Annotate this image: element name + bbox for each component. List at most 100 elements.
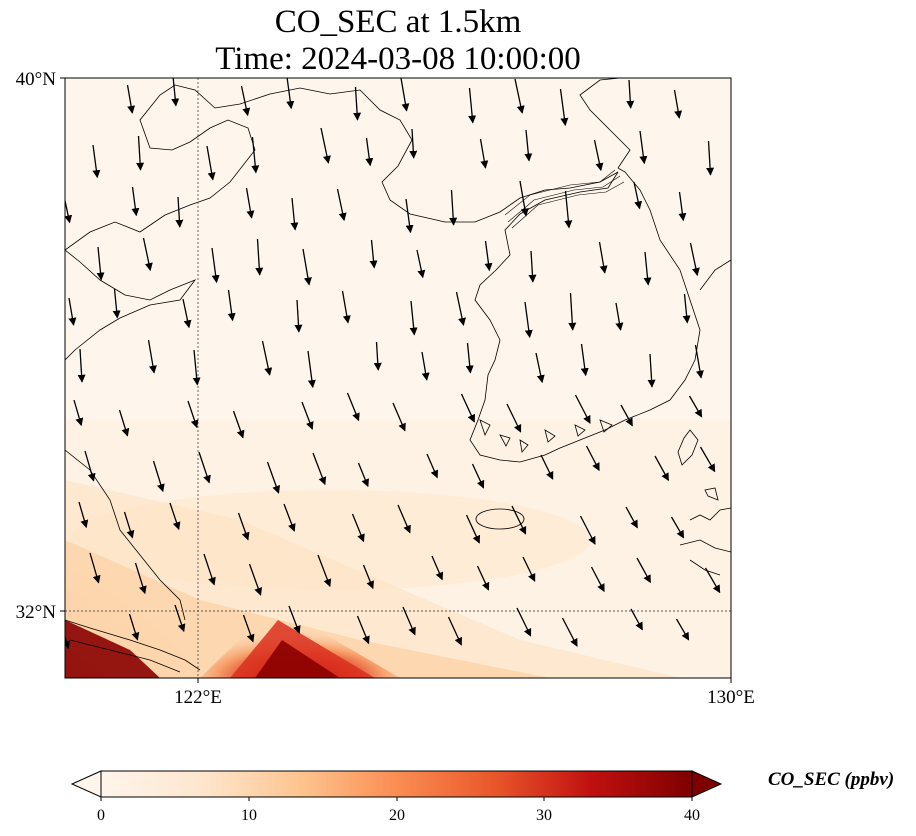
wind-arrow bbox=[283, 503, 296, 532]
wind-arrow bbox=[65, 197, 73, 224]
wind-arrow bbox=[356, 615, 370, 645]
wind-arrow bbox=[397, 504, 411, 534]
wind-arrow bbox=[535, 352, 545, 384]
wind-arrow bbox=[171, 78, 180, 107]
wind-arrow bbox=[123, 511, 135, 539]
wind-arrow bbox=[92, 144, 101, 179]
wind-arrow bbox=[506, 403, 522, 433]
wind-arrow bbox=[405, 198, 414, 234]
wind-arrow bbox=[266, 461, 280, 494]
wind-arrow bbox=[96, 246, 105, 281]
wind-arrow bbox=[484, 240, 493, 272]
wind-arrow bbox=[242, 614, 255, 643]
wind-arrow bbox=[528, 250, 537, 283]
colorbar-label: CO_SEC (ppbv) bbox=[768, 769, 895, 790]
colorbar-tick-0: 0 bbox=[97, 807, 105, 824]
wind-arrow bbox=[465, 514, 481, 544]
wind-arrow bbox=[402, 606, 416, 636]
wind-arrow bbox=[73, 399, 84, 427]
wind-arrow bbox=[580, 343, 589, 377]
wind-arrow bbox=[147, 339, 157, 374]
wind-vectors bbox=[59, 75, 721, 650]
wind-arrow bbox=[455, 291, 466, 326]
wind-arrow bbox=[409, 128, 418, 159]
wind-arrow bbox=[598, 241, 608, 274]
wind-arrow bbox=[574, 394, 591, 424]
wind-arrow bbox=[476, 565, 490, 591]
wind-arrow bbox=[346, 392, 360, 422]
colorbar-tick-20: 20 bbox=[389, 807, 405, 824]
map-title-line2: Time: 2024-03-08 10:00:00 bbox=[215, 41, 581, 77]
wind-arrow bbox=[112, 288, 121, 319]
wind-arrow bbox=[689, 242, 700, 277]
wind-arrow bbox=[670, 516, 685, 539]
lon-label-122: 122°E bbox=[174, 687, 222, 708]
wind-arrow bbox=[320, 127, 331, 164]
wind-arrow bbox=[248, 563, 262, 596]
wind-arrow bbox=[449, 189, 458, 226]
wind-arrow bbox=[590, 566, 605, 593]
wind-arrow bbox=[307, 350, 316, 389]
wind-arrow bbox=[694, 344, 704, 379]
wind-arrow bbox=[84, 450, 96, 482]
wind-arrow bbox=[511, 505, 527, 535]
wind-arrow bbox=[192, 349, 201, 386]
wind-arrow bbox=[625, 506, 638, 529]
wind-arrow bbox=[182, 298, 192, 329]
wind-arrow bbox=[675, 618, 690, 641]
wind-arrow bbox=[643, 251, 652, 286]
wind-arrow bbox=[688, 395, 703, 418]
map-frame bbox=[64, 77, 732, 679]
wind-arrow bbox=[169, 502, 181, 531]
wind-arrow bbox=[59, 75, 61, 103]
wind-arrow bbox=[290, 197, 299, 231]
wind-arrow bbox=[211, 247, 220, 284]
wind-arrow bbox=[630, 608, 643, 631]
wind-arrow bbox=[288, 605, 301, 634]
colorbar-extend-max bbox=[691, 770, 723, 798]
wind-arrow bbox=[203, 553, 216, 586]
wind-arrow bbox=[561, 617, 578, 647]
wind-arrow bbox=[198, 451, 211, 484]
wind-arrow bbox=[369, 239, 378, 269]
wind-arrow bbox=[206, 145, 216, 181]
wind-arrow bbox=[255, 238, 264, 276]
wind-arrow bbox=[421, 351, 430, 381]
colorbar-tick-30: 30 bbox=[536, 807, 552, 824]
colorbar-tick-10: 10 bbox=[241, 807, 257, 824]
wind-arrow bbox=[460, 393, 476, 423]
wind-arrow bbox=[471, 463, 485, 489]
wind-arrow bbox=[626, 79, 635, 109]
wind-arrow bbox=[479, 138, 489, 169]
wind-arrow bbox=[245, 187, 255, 219]
wind-arrow bbox=[142, 237, 153, 272]
wind-arrow bbox=[416, 249, 426, 279]
lon-label-130: 130°E bbox=[707, 687, 755, 708]
wind-arrow bbox=[134, 562, 147, 595]
colorbar-gradient bbox=[101, 771, 692, 797]
wind-arrow bbox=[522, 556, 536, 582]
wind-arrow bbox=[431, 555, 444, 581]
wind-arrow bbox=[68, 297, 77, 326]
wind-arrow bbox=[227, 289, 236, 322]
wind-arrow bbox=[673, 89, 683, 119]
colorbar-extend-min bbox=[70, 770, 102, 798]
wind-arrow bbox=[362, 564, 374, 590]
wind-arrow bbox=[392, 402, 406, 432]
wind-arrow bbox=[261, 340, 273, 376]
wind-arrow bbox=[468, 87, 477, 124]
wind-arrow bbox=[409, 300, 418, 336]
wind-arrow bbox=[187, 400, 199, 429]
wind-arrow bbox=[682, 293, 691, 324]
wind-arrow bbox=[312, 452, 327, 486]
wind-arrow bbox=[240, 85, 251, 117]
wind-arrow bbox=[593, 139, 604, 172]
coastlines bbox=[65, 78, 731, 673]
wind-arrow bbox=[654, 455, 669, 482]
wind-arrow bbox=[373, 341, 382, 371]
wind-arrow bbox=[639, 130, 648, 165]
wind-arrow bbox=[136, 135, 145, 171]
wind-arrow bbox=[699, 446, 716, 473]
wind-arrow bbox=[128, 613, 140, 641]
